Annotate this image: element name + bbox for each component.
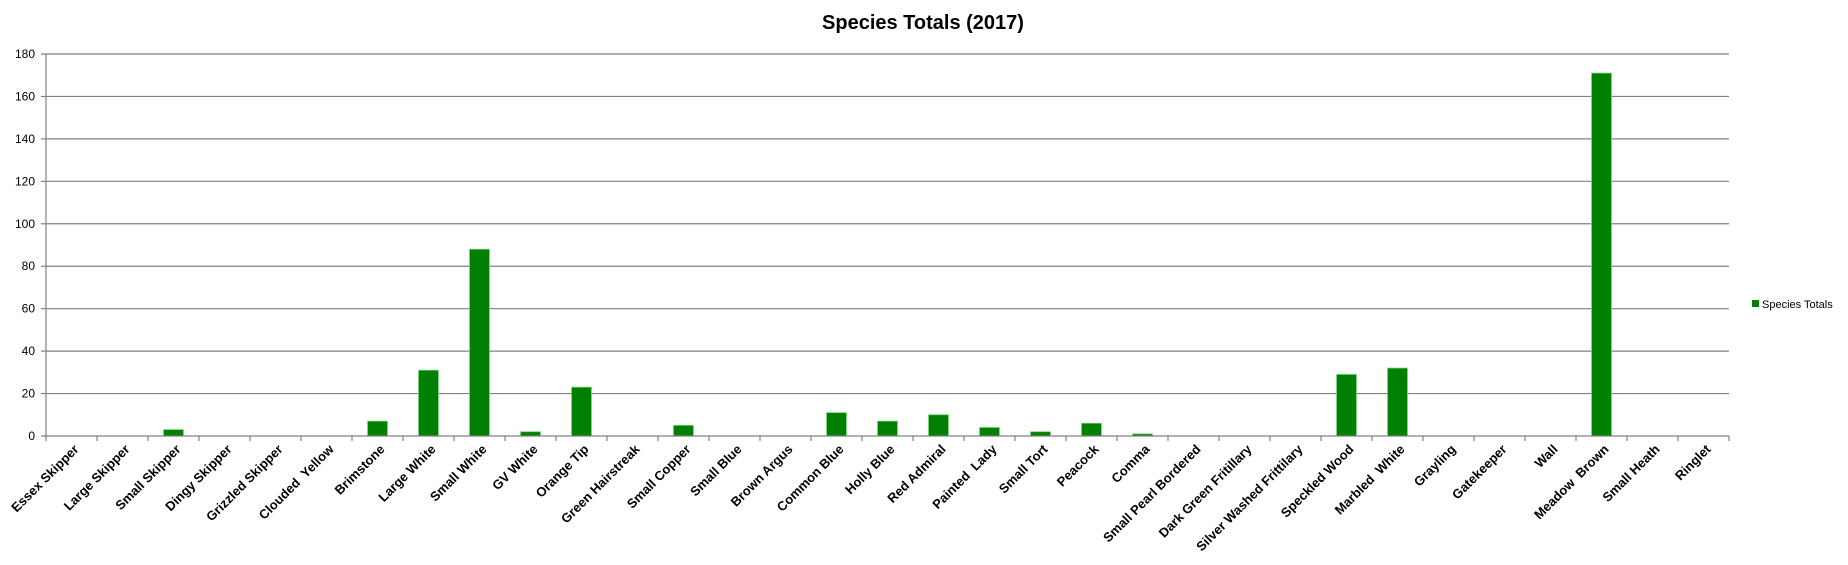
bar [1030,431,1051,437]
y-tick-label: 160 [15,89,35,103]
y-tick-label: 120 [15,174,35,188]
bar [469,248,490,437]
x-tick-label: Grayling [1411,441,1459,489]
y-tick-label: 20 [22,387,36,401]
x-tick-label: Gatekeeper [1449,442,1510,503]
legend: Species Totals [1752,299,1833,311]
y-tick-label: 40 [22,344,36,358]
bar [979,427,1000,437]
y-tick-label: 140 [15,132,35,146]
bars [163,72,1612,437]
x-tick-label: Small Pearl Bordered [1100,441,1204,545]
bar [928,414,949,437]
bar [1591,72,1612,437]
bar [163,429,184,437]
bar [1387,367,1408,437]
x-tick-label: Ringlet [1672,441,1714,483]
x-tick-label: Small Tort [996,441,1051,496]
bar [673,424,694,437]
bar [571,386,592,437]
bar [826,412,847,437]
y-tick-label: 60 [22,302,36,316]
y-tick-label: 80 [22,259,36,273]
y-tick-label: 100 [15,217,35,231]
y-tick-label: 0 [28,429,35,443]
chart-title: Species Totals (2017) [822,12,1024,34]
bar [1081,422,1102,437]
x-tick-label: Wall [1531,442,1560,471]
y-tick-label: 180 [15,47,35,61]
gridlines [46,53,1729,395]
bar [520,431,541,437]
legend-label-species-totals: Species Totals [1762,299,1833,311]
y-axis-ticks: 0 20 40 60 80 100 120 140 160 180 [15,47,46,443]
bar [418,369,439,437]
bar [877,420,898,437]
x-tick-label: GV White [489,442,540,493]
legend-swatch-species-totals [1752,300,1759,307]
x-tick-label: Peacock [1054,441,1102,489]
x-tick-label: Comma [1108,441,1153,486]
axes [45,54,1729,437]
bar [1336,374,1357,437]
x-tick-label: Dark Green Fritillary [1156,441,1256,541]
x-tick-label: Holly Blue [842,442,898,498]
bar [367,420,388,437]
